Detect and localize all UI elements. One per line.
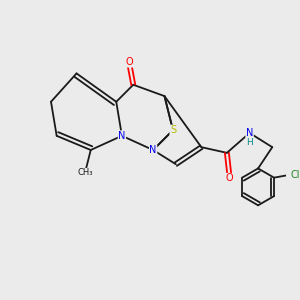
Text: Cl: Cl xyxy=(290,170,299,180)
Text: O: O xyxy=(125,57,133,67)
Text: N: N xyxy=(118,131,126,141)
Text: CH₃: CH₃ xyxy=(77,168,93,177)
Text: H: H xyxy=(246,138,253,147)
Text: S: S xyxy=(170,125,176,135)
Text: O: O xyxy=(226,173,233,183)
Text: N: N xyxy=(149,145,157,155)
Text: N: N xyxy=(246,128,253,138)
